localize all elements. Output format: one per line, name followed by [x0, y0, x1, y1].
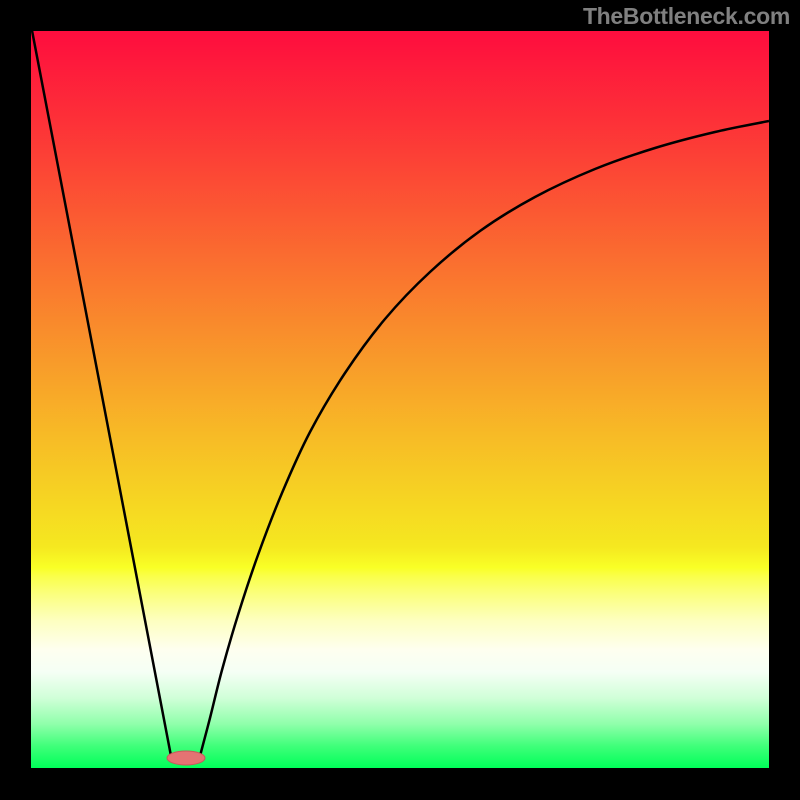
chart-container: { "watermark": { "text": "TheBottleneck.…: [0, 0, 800, 800]
chart-svg: [0, 0, 800, 800]
gradient-background: [31, 31, 769, 768]
optimal-marker: [167, 751, 205, 765]
watermark-text: TheBottleneck.com: [583, 3, 790, 30]
